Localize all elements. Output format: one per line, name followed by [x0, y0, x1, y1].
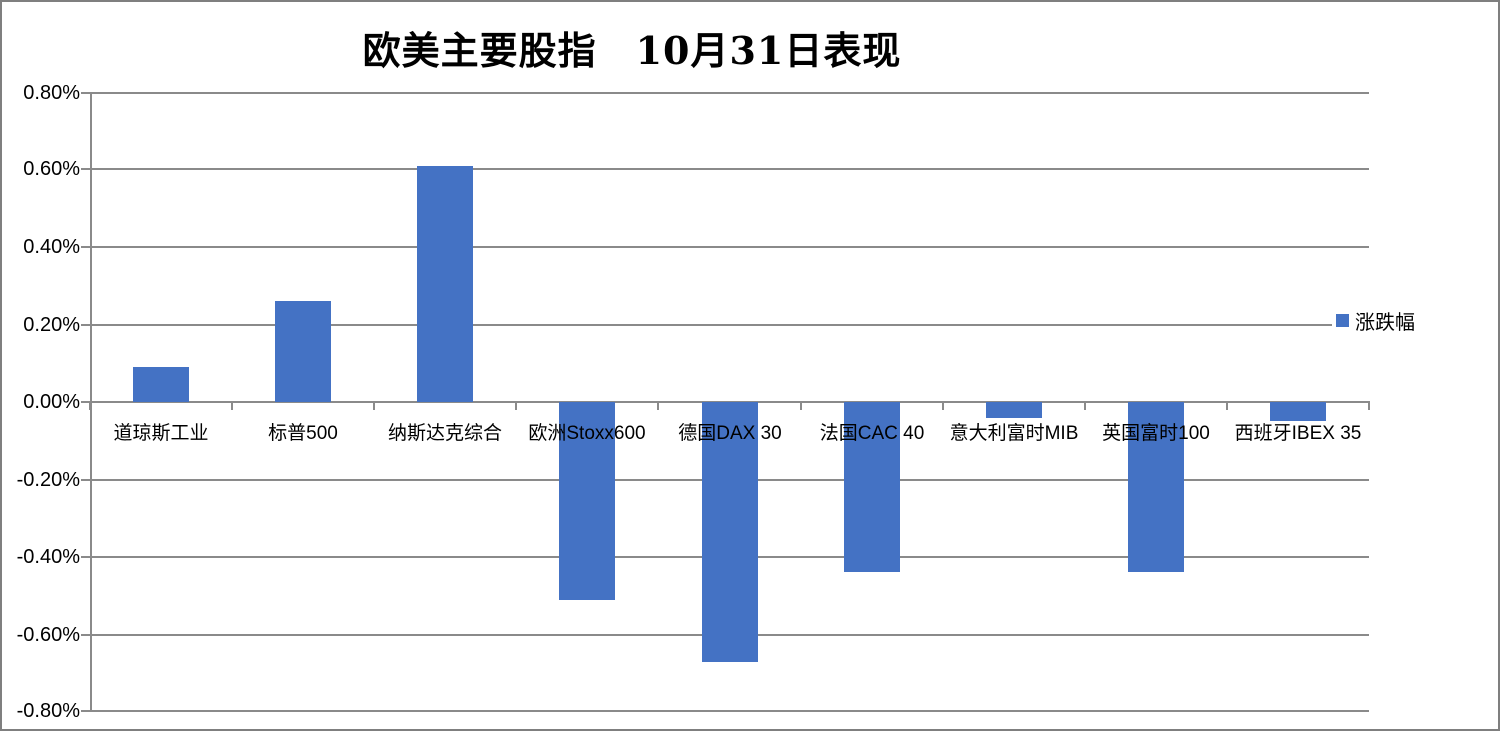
y-axis-label: -0.40%	[16, 546, 80, 568]
gridline	[90, 92, 1369, 94]
chart-bar	[844, 402, 900, 572]
y-axis-label: -0.20%	[16, 469, 80, 491]
category-label: 纳斯达克综合	[387, 423, 503, 444]
category-label: 西班牙IBEX 35	[1234, 423, 1362, 444]
x-axis-tick	[1084, 401, 1086, 410]
x-axis-tick	[800, 401, 802, 410]
y-axis-label: -0.60%	[16, 624, 80, 646]
x-axis-tick	[515, 401, 517, 410]
gridline	[90, 324, 1369, 326]
y-axis-label: 0.40%	[23, 236, 80, 258]
y-axis-tick	[81, 634, 90, 636]
chart-bar	[133, 367, 189, 402]
category-label: 法国CAC 40	[819, 423, 925, 444]
x-axis-tick	[657, 401, 659, 410]
category-label: 意大利富时MIB	[949, 423, 1079, 444]
y-axis-label: 0.80%	[23, 82, 80, 104]
gridline	[90, 710, 1369, 712]
plot-area: 0.80% 0.60% 0.40% 0.20% 0.00% -0.20% -0.40% -0.…	[17, 82, 1370, 722]
y-axis-label: 0.60%	[23, 158, 80, 180]
x-axis-tick	[942, 401, 944, 410]
chart-bar	[417, 166, 473, 402]
y-axis-tick	[81, 168, 90, 170]
chart-bar	[1128, 402, 1184, 572]
category-label: 德国DAX 30	[678, 423, 782, 444]
x-axis-tick	[231, 401, 233, 410]
y-axis-tick	[81, 479, 90, 481]
legend-swatch-icon	[1336, 314, 1349, 327]
chart-bar	[1270, 402, 1326, 421]
y-axis-label: -0.80%	[16, 700, 80, 722]
gridline	[90, 246, 1369, 248]
chart-bar	[986, 402, 1042, 418]
y-axis-tick	[81, 401, 90, 403]
chart-bar	[559, 402, 615, 600]
gridline	[90, 168, 1369, 170]
category-label: 欧洲Stoxx600	[528, 423, 646, 444]
category-label: 标普500	[268, 423, 338, 444]
y-axis-tick	[81, 324, 90, 326]
y-axis-label: 0.20%	[23, 314, 80, 336]
y-axis-tick	[81, 556, 90, 558]
legend-label: 涨跌幅	[1355, 312, 1415, 334]
y-axis-label: 0.00%	[23, 391, 80, 413]
x-axis-tick	[373, 401, 375, 410]
x-axis-tick	[89, 401, 91, 410]
chart-bar	[702, 402, 758, 662]
x-axis-tick	[1226, 401, 1228, 410]
chart-title: 欧美主要股指 10月31日表现	[362, 28, 902, 73]
legend: 涨跌幅	[1332, 303, 1419, 338]
chart-bar	[275, 301, 331, 402]
category-label: 英国富时100	[1102, 423, 1210, 444]
x-axis-tick	[1368, 401, 1370, 410]
category-label: 道琼斯工业	[113, 423, 209, 444]
y-axis-tick	[81, 92, 90, 94]
y-axis-tick	[81, 246, 90, 248]
y-axis-tick	[81, 710, 90, 712]
y-axis-line	[90, 92, 92, 712]
